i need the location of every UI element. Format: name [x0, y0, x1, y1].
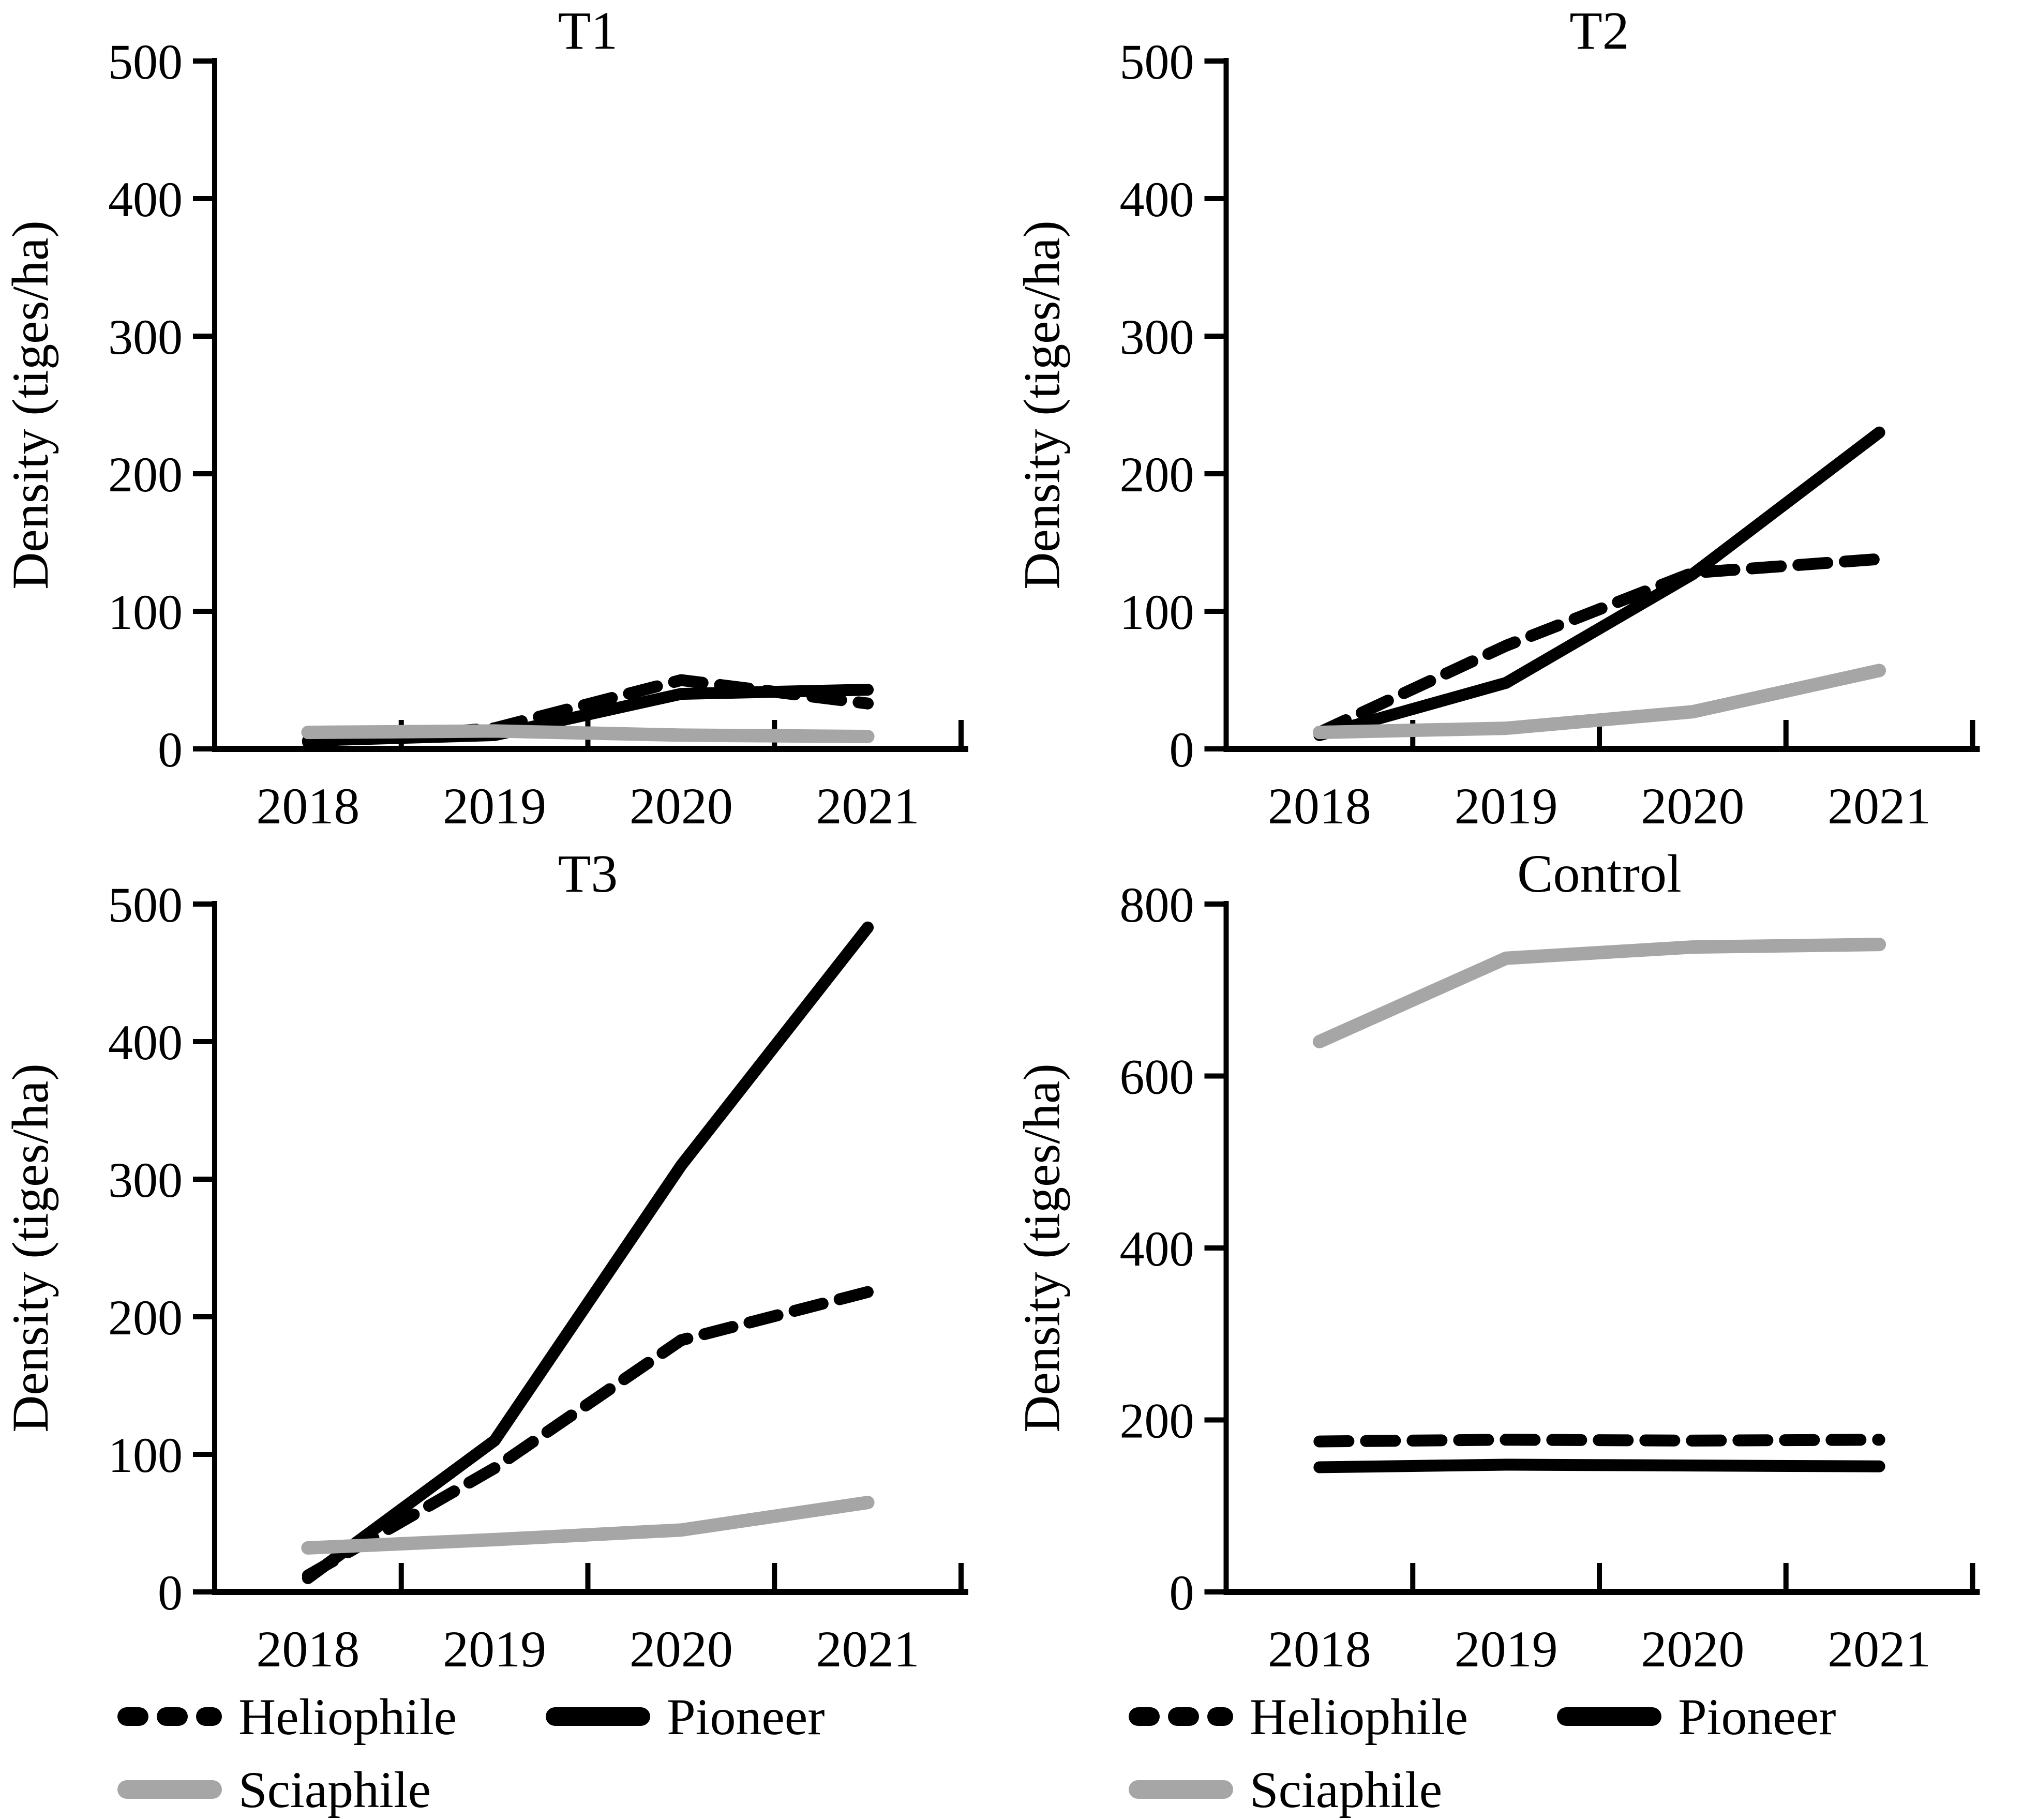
chart-t3-svg: T3 Density (tiges/ha) 0 100 200 300 400 500 2018… — [2, 844, 968, 1678]
t2-y-tick-label: 200 — [1120, 447, 1194, 502]
heliophile-dashed-line-sample — [1129, 1707, 1233, 1726]
t1-y-tick-label: 500 — [108, 34, 183, 89]
t1-x-tick-label-2018: 2018 — [256, 777, 359, 835]
t3-line-pioneer — [302, 921, 874, 1584]
control-x-tick-label-2019: 2019 — [1455, 1620, 1558, 1678]
control-line-sciaphile — [1312, 938, 1886, 1048]
legend-label-sciaphile: Sciaphile — [1250, 1761, 1443, 1818]
t2-y-tick-label: 400 — [1120, 172, 1194, 227]
t1-title: T1 — [558, 1, 618, 61]
t2-x-tick-label-2020: 2020 — [1641, 777, 1744, 835]
chart-control-svg: Control Density (tiges/ha) 0 200 400 600 800 20… — [1013, 844, 1980, 1678]
t3-y-tick-label: 300 — [108, 1152, 183, 1208]
control-x-tick-label-2021: 2021 — [1827, 1620, 1931, 1678]
t3-x-tick-label-2021: 2021 — [816, 1620, 920, 1678]
pioneer-solid-line-sample — [546, 1707, 651, 1726]
control-y-tick-label: 600 — [1120, 1049, 1194, 1105]
t2-x-tick-label-2019: 2019 — [1455, 777, 1558, 835]
t2-y-tick-label: 0 — [1170, 722, 1194, 777]
t2-y-tick-label: 300 — [1120, 309, 1194, 365]
t1-y-tick-label: 0 — [158, 722, 183, 777]
control-y-tick-label: 800 — [1120, 877, 1194, 932]
control-y-tick-label: 0 — [1170, 1565, 1194, 1620]
legend-label-heliophile: Heliophile — [1250, 1688, 1468, 1746]
t3-y-tick-label: 100 — [108, 1427, 183, 1483]
t3-y-tick-label: 0 — [158, 1565, 183, 1620]
legend-label-heliophile: Heliophile — [238, 1688, 457, 1746]
t3-line-heliophile — [302, 1286, 874, 1582]
t2-y-tick-label: 500 — [1120, 34, 1194, 89]
legend-left: Heliophile Pioneer Sciaphile — [0, 1686, 1011, 1820]
control-title: Control — [1517, 844, 1682, 904]
chart-panel-t3: T3 Density (tiges/ha) 0 100 200 300 400 500 2018… — [0, 843, 1011, 1686]
legend-label-pioneer: Pioneer — [1678, 1688, 1836, 1746]
control-y-tick-label: 400 — [1120, 1221, 1194, 1276]
legend-row: Sciaphile — [116, 1760, 1011, 1819]
chart-t1-svg: T1 Density (tiges/ha) 0 100 200 300 400 500 2018… — [2, 1, 968, 835]
t1-line-sciaphile — [301, 724, 875, 744]
legend-label-sciaphile: Sciaphile — [238, 1761, 431, 1818]
control-line-heliophile — [1313, 1434, 1885, 1448]
t2-title: T2 — [1569, 1, 1629, 61]
t3-y-tick-label: 400 — [108, 1015, 183, 1070]
t1-x-tick-label-2020: 2020 — [630, 777, 733, 835]
legend-right: Heliophile Pioneer Sciaphile — [1011, 1686, 2023, 1820]
t3-y-tick-label: 200 — [108, 1290, 183, 1345]
legend-row: Sciaphile — [1128, 1760, 2023, 1819]
t3-line-sciaphile — [301, 1496, 875, 1555]
t2-y-axis-label: Density (tiges/ha) — [1013, 220, 1071, 590]
t2-x-tick-label-2018: 2018 — [1268, 777, 1371, 835]
t1-y-tick-label: 300 — [108, 309, 183, 365]
t2-y-tick-label: 100 — [1120, 584, 1194, 640]
chart-t2-svg: T2 Density (tiges/ha) 0 100 200 300 400 500 2018… — [1013, 1, 1980, 835]
chart-panel-control: Control Density (tiges/ha) 0 200 400 600 800 20… — [1011, 843, 2023, 1686]
sciaphile-gray-line-sample — [117, 1780, 222, 1799]
t1-y-tick-label: 400 — [108, 172, 183, 227]
t2-line-sciaphile — [1312, 664, 1886, 740]
control-y-tick-label: 200 — [1120, 1393, 1194, 1449]
control-x-tick-label-2018: 2018 — [1268, 1620, 1371, 1678]
chart-panel-t2: T2 Density (tiges/ha) 0 100 200 300 400 500 2018… — [1011, 0, 2023, 843]
t1-y-tick-label: 100 — [108, 584, 183, 640]
t3-y-tick-label: 500 — [108, 877, 183, 932]
pioneer-solid-line-sample — [1557, 1707, 1662, 1726]
control-x-tick-label-2020: 2020 — [1641, 1620, 1744, 1678]
t3-title: T3 — [558, 844, 618, 904]
sciaphile-gray-line-sample — [1129, 1780, 1233, 1799]
t1-x-tick-label-2021: 2021 — [816, 777, 920, 835]
t1-x-tick-label-2019: 2019 — [443, 777, 546, 835]
t3-x-tick-label-2018: 2018 — [256, 1620, 359, 1678]
t3-y-axis-label: Density (tiges/ha) — [2, 1063, 59, 1433]
t1-y-axis-label: Density (tiges/ha) — [2, 220, 59, 590]
heliophile-dashed-line-sample — [117, 1707, 222, 1726]
legend-row: Heliophile Pioneer — [116, 1687, 1011, 1747]
t2-x-tick-label-2021: 2021 — [1827, 777, 1931, 835]
t2-line-pioneer — [1313, 426, 1885, 741]
t1-y-tick-label: 200 — [108, 447, 183, 502]
t3-x-tick-label-2020: 2020 — [630, 1620, 733, 1678]
legend-row: Heliophile Pioneer — [1128, 1687, 2023, 1747]
chart-panel-t1: T1 Density (tiges/ha) 0 100 200 300 400 500 2018… — [0, 0, 1011, 843]
control-y-axis-label: Density (tiges/ha) — [1013, 1063, 1071, 1433]
legend-label-pioneer: Pioneer — [667, 1688, 825, 1746]
control-line-pioneer — [1313, 1458, 1885, 1473]
t3-x-tick-label-2019: 2019 — [443, 1620, 546, 1678]
t2-line-heliophile — [1313, 553, 1885, 739]
